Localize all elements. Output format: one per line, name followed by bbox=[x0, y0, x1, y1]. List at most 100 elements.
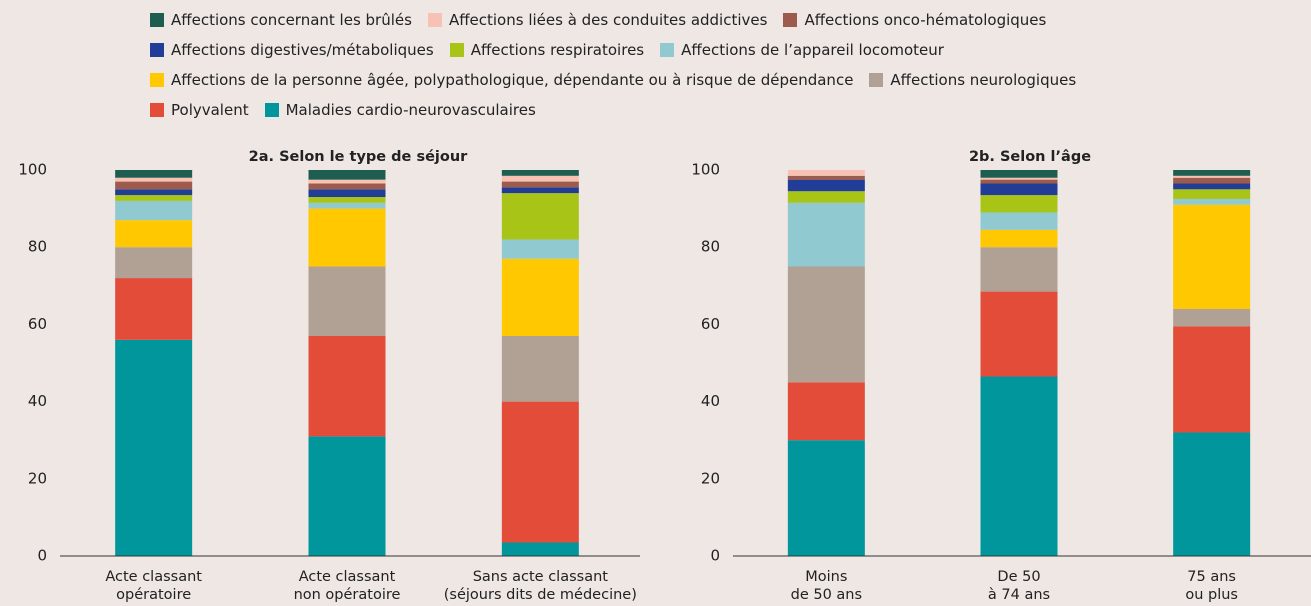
x-tick-label: 75 ans ou plus bbox=[1185, 569, 1238, 603]
bar-segment bbox=[787, 179, 865, 192]
bar-segment bbox=[980, 170, 1058, 178]
bar-segment bbox=[1173, 308, 1251, 327]
bar-segment bbox=[1173, 183, 1251, 190]
y-tick-label: 80 bbox=[701, 238, 720, 256]
bar-segment bbox=[308, 170, 386, 180]
x-tick-label: Acte classant opératoire bbox=[105, 569, 202, 603]
bar-segment bbox=[501, 335, 579, 402]
legend-swatch bbox=[150, 103, 164, 117]
legend-swatch bbox=[150, 43, 164, 57]
legend-label: Affections onco-hématologiques bbox=[804, 11, 1047, 29]
legend-swatch bbox=[427, 13, 442, 27]
y-tick-label: 40 bbox=[28, 392, 47, 410]
legend-item: Affections de la personne âgée, polypath… bbox=[150, 71, 853, 89]
legend-label: Affections concernant les brûlés bbox=[171, 11, 412, 29]
bar-segment bbox=[115, 195, 193, 201]
bar-segment bbox=[308, 266, 386, 336]
bar-segment bbox=[787, 170, 865, 176]
legend-item: Affections neurologiques bbox=[869, 71, 1076, 89]
bar-segment bbox=[980, 229, 1058, 248]
legend-label: Affections liées à des conduites addicti… bbox=[448, 11, 768, 29]
bar-segment bbox=[501, 542, 579, 556]
bar-segment bbox=[115, 189, 193, 196]
legend-item: Affections onco-hématologiques bbox=[783, 11, 1046, 29]
x-tick-label: De 50 à 74 ans bbox=[987, 569, 1051, 603]
bar-segment bbox=[980, 247, 1058, 292]
legend-swatch bbox=[150, 73, 164, 87]
bar-segment bbox=[1173, 198, 1251, 205]
bar-segment bbox=[787, 440, 865, 556]
bar-segment bbox=[501, 239, 579, 259]
legend-label: Affections de l’appareil locomoteur bbox=[681, 41, 944, 59]
x-tick-label: Sans acte classant (séjours dits de méde… bbox=[443, 569, 637, 603]
bar-segment bbox=[1173, 204, 1251, 309]
bar-segment bbox=[501, 258, 579, 336]
bar-segment bbox=[501, 187, 579, 194]
bar-segment bbox=[787, 382, 865, 441]
bar-segment bbox=[501, 401, 579, 543]
y-tick-label: 20 bbox=[28, 469, 47, 487]
bar-segment bbox=[1173, 177, 1251, 184]
bar-segment bbox=[115, 200, 193, 221]
y-tick-label: 40 bbox=[701, 392, 720, 410]
bar-segment bbox=[308, 179, 386, 184]
bar-segment bbox=[787, 266, 865, 383]
bar-segment bbox=[501, 170, 579, 176]
y-tick-label: 60 bbox=[701, 315, 720, 333]
bar-segment bbox=[980, 183, 1058, 196]
bar-segment bbox=[308, 335, 386, 437]
bar-segment bbox=[308, 208, 386, 267]
bar-segment bbox=[1173, 189, 1251, 199]
bar-segment bbox=[115, 339, 193, 556]
bar-segment bbox=[115, 181, 193, 190]
bar-segment bbox=[980, 212, 1058, 230]
legend-item: Maladies cardio-neurovasculaires bbox=[264, 101, 536, 119]
legend-label: Affections respiratoires bbox=[470, 41, 645, 59]
legend-swatch bbox=[264, 103, 279, 117]
legend-label: Affections neurologiques bbox=[890, 71, 1077, 89]
legend-item: Polyvalent bbox=[150, 101, 249, 119]
legend-label: Maladies cardio-neurovasculaires bbox=[285, 101, 536, 119]
bar-segment bbox=[1173, 432, 1251, 556]
y-tick-label: 20 bbox=[701, 469, 720, 487]
bar-segment bbox=[308, 189, 386, 198]
legend-item: Affections digestives/métaboliques bbox=[150, 41, 434, 59]
bar-segment bbox=[308, 436, 386, 556]
bar-segment bbox=[115, 220, 193, 248]
legend-label: Affections de la personne âgée, polypath… bbox=[171, 71, 854, 89]
legend-label: Affections digestives/métaboliques bbox=[171, 41, 434, 59]
bar-segment bbox=[115, 170, 193, 178]
y-tick-label: 0 bbox=[710, 547, 720, 565]
bar-segment bbox=[980, 291, 1058, 377]
bar-segment bbox=[1173, 326, 1251, 433]
y-tick-label: 100 bbox=[18, 161, 47, 179]
bar-segment bbox=[115, 177, 193, 182]
bar-segment bbox=[1173, 170, 1251, 176]
bar-segment bbox=[501, 175, 579, 182]
bar-segment bbox=[1173, 175, 1251, 178]
y-tick-label: 100 bbox=[691, 161, 720, 179]
legend-swatch bbox=[449, 43, 464, 57]
bar-segment bbox=[980, 179, 1058, 184]
y-tick-label: 60 bbox=[28, 315, 47, 333]
y-tick-label: 80 bbox=[28, 238, 47, 256]
x-tick-label: Moins de 50 ans bbox=[790, 569, 863, 603]
bar-segment bbox=[980, 177, 1058, 180]
y-tick-label: 0 bbox=[37, 547, 47, 565]
legend-item: Affections concernant les brûlés bbox=[150, 11, 412, 29]
bar-segment bbox=[980, 195, 1058, 213]
bar-segment bbox=[308, 202, 386, 209]
bar-segment bbox=[787, 202, 865, 267]
panel-title: 2a. Selon le type de séjour bbox=[249, 149, 468, 165]
legend-item: Affections respiratoires bbox=[449, 41, 645, 59]
legend-label: Polyvalent bbox=[171, 101, 249, 119]
bar-segment bbox=[115, 247, 193, 279]
bar-segment bbox=[787, 191, 865, 203]
bar-segment bbox=[308, 183, 386, 190]
x-tick-label: Acte classant non opératoire bbox=[293, 569, 401, 603]
bar-segment bbox=[501, 181, 579, 188]
legend-swatch bbox=[783, 13, 798, 27]
bar-segment bbox=[308, 197, 386, 203]
